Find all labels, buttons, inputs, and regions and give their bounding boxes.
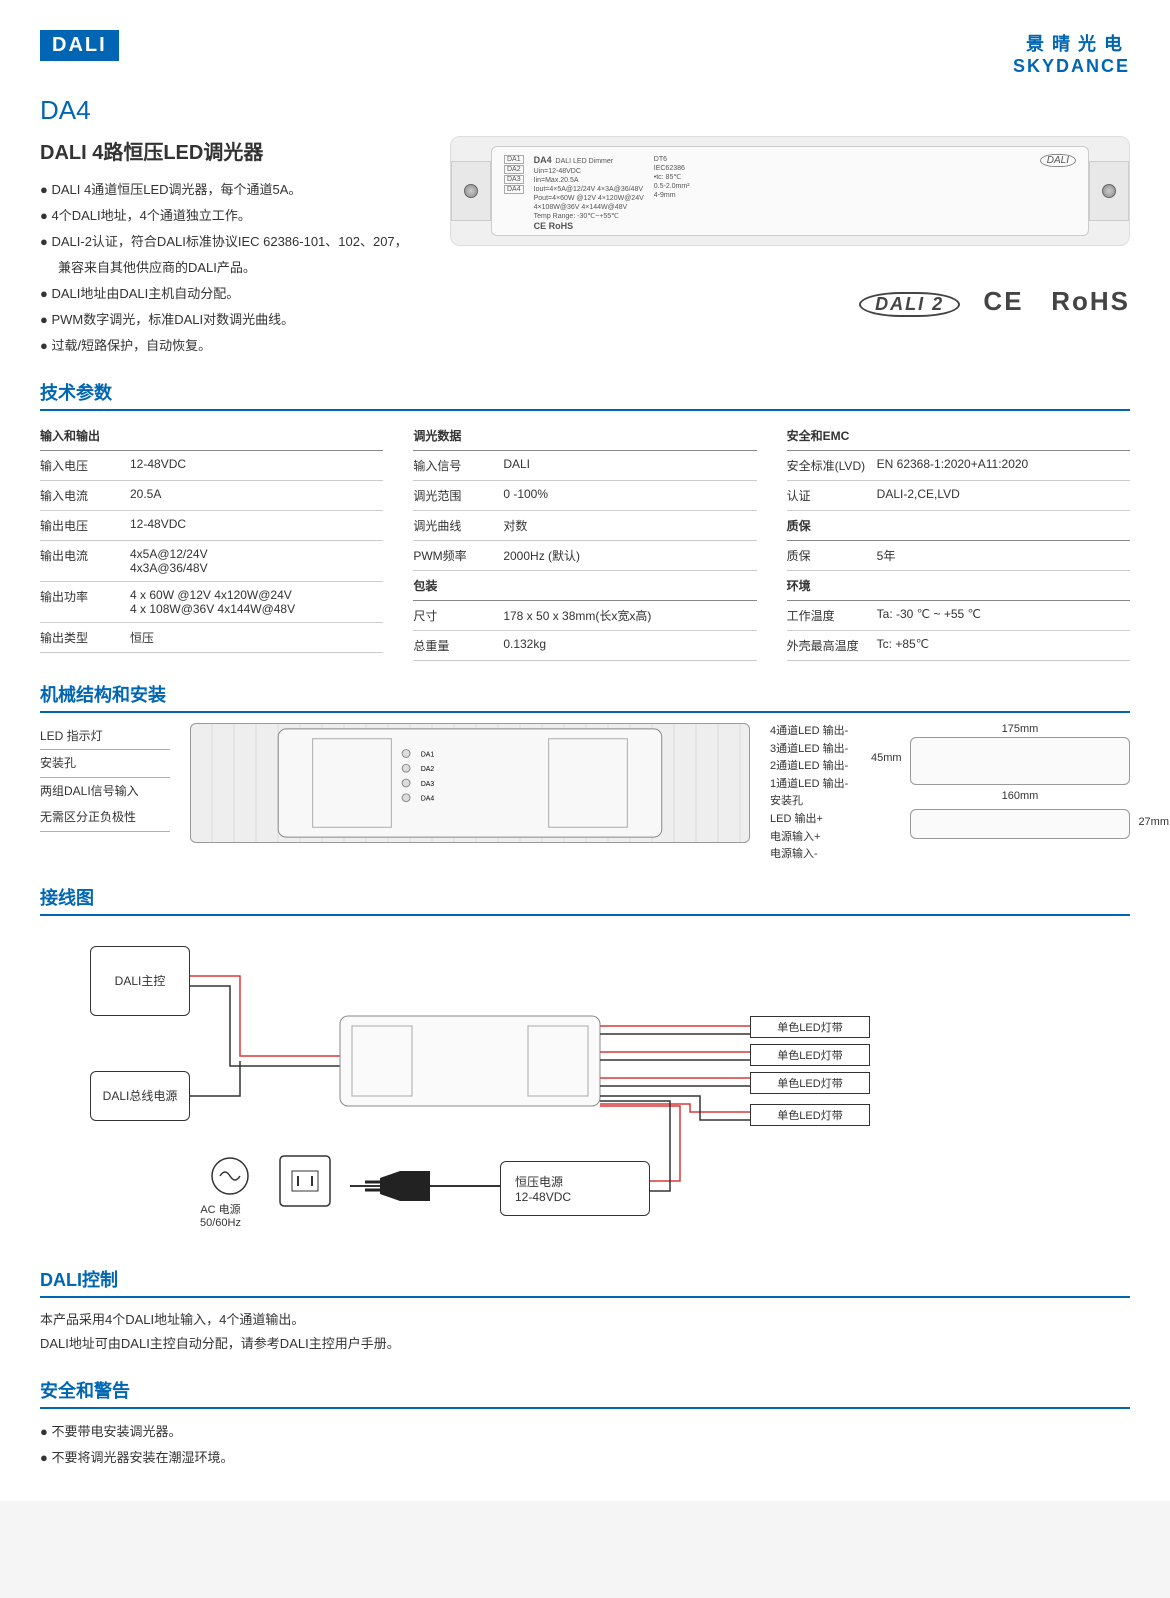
section-safety: 安全和警告 bbox=[40, 1377, 1130, 1409]
mech-label: LED 指示灯 bbox=[40, 723, 170, 750]
led-strip-2: 单色LED灯带 bbox=[750, 1044, 870, 1066]
spec-row: 安全标准(LVD)EN 62368-1:2020+A11:2020 bbox=[787, 451, 1130, 481]
dali-logo-icon: DALI bbox=[1040, 154, 1076, 167]
mech-label: 安装孔 bbox=[770, 793, 890, 811]
rohs-icon: RoHS bbox=[1051, 286, 1130, 316]
mech-label: LED 输出+ bbox=[770, 811, 890, 829]
psu-box: 恒压电源 12-48VDC bbox=[500, 1161, 650, 1216]
spec-row: 外壳最高温度Tc: +85℃ bbox=[787, 631, 1130, 661]
logo-badge: DALI bbox=[40, 30, 119, 61]
spec-row: 调光曲线对数 bbox=[413, 511, 756, 541]
dimensions: 175mm 45mm 160mm 27mm bbox=[910, 723, 1130, 863]
screw-icon bbox=[464, 184, 478, 198]
svg-text:DA1: DA1 bbox=[421, 751, 435, 758]
wiring-diagram: DALI主控 DALI总线电源 AC 电源 50/60Hz 恒压电源 12-48… bbox=[40, 926, 1130, 1246]
device-outline: DA1 DA2 DA3 DA4 bbox=[190, 723, 750, 843]
safety-item: 不要带电安装调光器。 bbox=[40, 1419, 1130, 1445]
spec-group-head: 质保 bbox=[787, 511, 1130, 541]
brand-en: SKYDANCE bbox=[1013, 56, 1130, 77]
section-spec: 技术参数 bbox=[40, 379, 1130, 411]
product-name: DA4 bbox=[534, 155, 552, 165]
svg-text:DA2: DA2 bbox=[421, 766, 435, 773]
section-wiring: 接线图 bbox=[40, 884, 1130, 916]
led-strip-4: 单色LED灯带 bbox=[750, 1104, 870, 1126]
spec-row: 工作温度Ta: -30 ℃ ~ +55 ℃ bbox=[787, 601, 1130, 631]
brand-cn: 景晴光电 bbox=[1013, 30, 1130, 56]
dali-master-box: DALI主控 bbox=[90, 946, 190, 1016]
spec-group-head: 安全和EMC bbox=[787, 421, 1130, 451]
feature-item: DALI地址由DALI主机自动分配。 bbox=[40, 281, 420, 307]
page-title: DALI 4路恒压LED调光器 bbox=[40, 136, 420, 165]
feature-item: DALI-2认证，符合DALI标准协议IEC 62386-101、102、207… bbox=[40, 229, 420, 255]
mech-label: 安装孔 bbox=[40, 750, 170, 777]
model-number: DA4 bbox=[40, 95, 1130, 126]
spec-row: 认证DALI-2,CE,LVD bbox=[787, 481, 1130, 511]
feature-item: DALI 4通道恒压LED调光器，每个通道5A。 bbox=[40, 177, 420, 203]
device-svg: DA1 DA2 DA3 DA4 bbox=[191, 724, 749, 842]
spec-row: 输入电压12-48VDC bbox=[40, 451, 383, 481]
dim-inner: 160mm bbox=[911, 790, 1129, 802]
feature-item: 兼容来自其他供应商的DALI产品。 bbox=[40, 255, 420, 281]
spec-group-head: 调光数据 bbox=[413, 421, 756, 451]
dim-height: 45mm bbox=[871, 752, 902, 764]
mechanical-diagram: LED 指示灯安装孔两组DALI信号输入 无需区分正负极性 DA1 DA2 DA… bbox=[40, 723, 1130, 864]
spec-group-head: 输入和输出 bbox=[40, 421, 383, 451]
spec-group-head: 环境 bbox=[787, 571, 1130, 601]
safety-item: 不要将调光器安装在潮湿环境。 bbox=[40, 1445, 1130, 1471]
dali-bus-box: DALI总线电源 bbox=[90, 1071, 190, 1121]
product-sub: DALI LED Dimmer bbox=[556, 158, 614, 165]
spec-row: 调光范围0 -100% bbox=[413, 481, 756, 511]
feature-item: PWM数字调光，标准DALI对数调光曲线。 bbox=[40, 307, 420, 333]
dali2-icon: DALI 2 bbox=[859, 292, 960, 317]
spec-row: 尺寸178 x 50 x 38mm(长x宽x高) bbox=[413, 601, 756, 631]
led-strip-1: 单色LED灯带 bbox=[750, 1016, 870, 1038]
led-strip-3: 单色LED灯带 bbox=[750, 1072, 870, 1094]
spec-row: 质保5年 bbox=[787, 541, 1130, 571]
mech-label: 4通道LED 输出- bbox=[770, 723, 890, 741]
spec-group-head: 包装 bbox=[413, 571, 756, 601]
dim-depth: 27mm bbox=[1138, 816, 1169, 828]
dim-width: 175mm bbox=[910, 723, 1130, 735]
svg-text:DA4: DA4 bbox=[421, 796, 435, 803]
brand: 景晴光电 SKYDANCE bbox=[1013, 30, 1130, 77]
spec-row: 输入电流20.5A bbox=[40, 481, 383, 511]
spec-table: 输入和输出输入电压12-48VDC输入电流20.5A输出电压12-48VDC输出… bbox=[40, 421, 1130, 661]
header: DALI 景晴光电 SKYDANCE bbox=[40, 30, 1130, 77]
mech-label: 1通道LED 输出- bbox=[770, 776, 890, 794]
mech-label: 电源输入- bbox=[770, 846, 890, 864]
product-cert: CE RoHS bbox=[534, 221, 574, 231]
spec-row: 输入信号DALI bbox=[413, 451, 756, 481]
product-photo: DA1DA2DA3DA4 DA4 DALI LED Dimmer Uin=12-… bbox=[450, 136, 1130, 246]
spec-row: 总重量0.132kg bbox=[413, 631, 756, 661]
product-spec-lines: Uin=12-48VDCIin=Max.20.5AIout=4×5A@12/24… bbox=[534, 167, 644, 222]
mech-label: 两组DALI信号输入 无需区分正负极性 bbox=[40, 778, 170, 832]
section-dali: DALI控制 bbox=[40, 1266, 1130, 1298]
ac-label: AC 电源 50/60Hz bbox=[200, 1201, 241, 1229]
safety-list: 不要带电安装调光器。不要将调光器安装在潮湿环境。 bbox=[40, 1419, 1130, 1471]
product-std: DT6IEC62386•tc: 85℃0.5-2.0mm²4-9mm bbox=[654, 155, 690, 227]
svg-text:DA3: DA3 bbox=[421, 781, 435, 788]
feature-list: DALI 4通道恒压LED调光器，每个通道5A。4个DALI地址，4个通道独立工… bbox=[40, 177, 420, 359]
spec-row: 输出类型恒压 bbox=[40, 623, 383, 653]
feature-item: 过载/短路保护，自动恢复。 bbox=[40, 333, 420, 359]
spec-row: 输出电压12-48VDC bbox=[40, 511, 383, 541]
ce-icon: CE bbox=[983, 286, 1023, 316]
feature-item: 4个DALI地址，4个通道独立工作。 bbox=[40, 203, 420, 229]
spec-row: 输出电流4x5A@12/24V 4x3A@36/48V bbox=[40, 541, 383, 582]
dali-text: 本产品采用4个DALI地址输入，4个通道输出。DALI地址可由DALI主控自动分… bbox=[40, 1308, 1130, 1357]
screw-icon bbox=[1102, 184, 1116, 198]
spec-row: 输出功率4 x 60W @12V 4x120W@24V 4 x 108W@36V… bbox=[40, 582, 383, 623]
spec-row: PWM频率2000Hz (默认) bbox=[413, 541, 756, 571]
mech-label: 电源输入+ bbox=[770, 829, 890, 847]
section-mech: 机械结构和安装 bbox=[40, 681, 1130, 713]
certification-row: DALI 2 CE RoHS bbox=[450, 286, 1130, 317]
